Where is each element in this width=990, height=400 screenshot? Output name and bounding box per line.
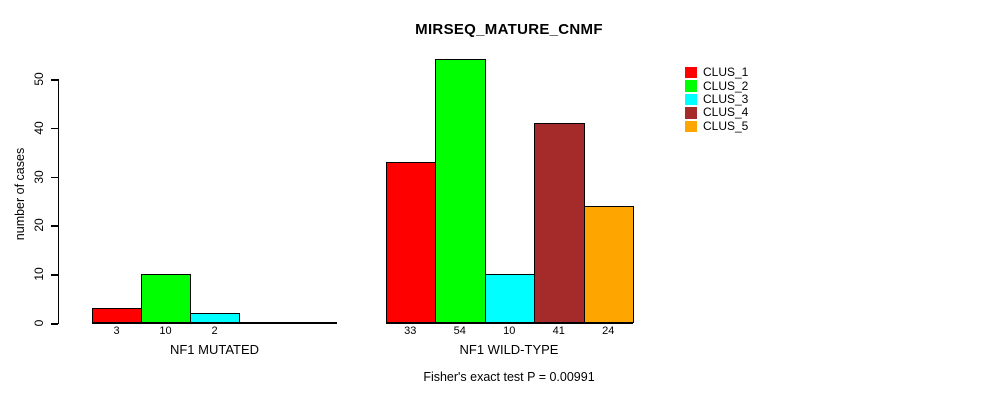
chart-title: MIRSEQ_MATURE_CNMF [415, 21, 603, 38]
group-label-nf1-mutated: NF1 MUTATED [169, 342, 260, 357]
legend-swatch-icon [685, 107, 697, 119]
bar-value-label: 24 [602, 324, 615, 337]
bar-value-label: 54 [453, 324, 466, 337]
bar-clus_1 [385, 161, 436, 323]
bar-value-label: 10 [159, 324, 172, 337]
x-axis-baseline [92, 322, 337, 324]
y-axis-tick [50, 127, 58, 130]
legend-item-clus_1: CLUS_1 [685, 66, 748, 79]
y-axis-label: number of cases [13, 147, 27, 241]
legend-swatch-icon [685, 93, 697, 106]
x-axis-baseline [385, 322, 633, 324]
legend-swatch-icon [685, 120, 697, 133]
y-axis-tick [50, 176, 58, 179]
group-label-nf1-wild-type: NF1 WILD-TYPE [459, 342, 559, 357]
bar-clus_5 [583, 205, 634, 323]
bar-clus_1 [92, 308, 142, 323]
bar-value-label: 10 [503, 324, 516, 337]
legend-label: CLUS_2 [703, 78, 749, 93]
legend-swatch-icon [685, 80, 697, 92]
bar-value-label: 3 [113, 324, 120, 337]
bar-value-label: 2 [211, 324, 218, 337]
y-axis-tick-label: 20 [32, 218, 46, 233]
legend-item-clus_2: CLUS_2 [685, 79, 748, 92]
bar-clus_2 [435, 59, 486, 323]
y-axis-tick-label: 40 [32, 121, 46, 135]
y-axis-tick-label: 30 [32, 169, 46, 184]
bar-clus_2 [141, 274, 191, 323]
legend-item-clus_5: CLUS_5 [685, 118, 749, 133]
y-axis-tick-label: 0 [32, 319, 46, 327]
y-axis-tick [50, 225, 58, 227]
y-axis-tick-label: 10 [32, 267, 46, 281]
legend-item-clus_4: CLUS_4 [685, 106, 748, 119]
legend-label: CLUS_5 [703, 118, 749, 133]
y-axis-tick [50, 274, 58, 276]
legend-swatch-icon [685, 66, 697, 79]
legend-label: CLUS_1 [703, 65, 749, 80]
bar-clus_4 [534, 122, 585, 323]
bar-value-label: 41 [552, 324, 565, 337]
bar-clus_3 [190, 313, 240, 323]
bar-clus_3 [484, 274, 535, 323]
y-axis-line [57, 79, 59, 324]
fisher-test-annotation: Fisher's exact test P = 0.00991 [423, 370, 595, 384]
legend-item-clus_3: CLUS_3 [685, 91, 749, 106]
y-axis-tick-label: 50 [32, 72, 46, 86]
y-axis-tick [50, 323, 58, 325]
y-axis-tick [50, 79, 58, 81]
legend-label: CLUS_4 [703, 105, 749, 120]
bar-value-label: 33 [404, 324, 417, 337]
legend-label: CLUS_3 [703, 91, 749, 106]
